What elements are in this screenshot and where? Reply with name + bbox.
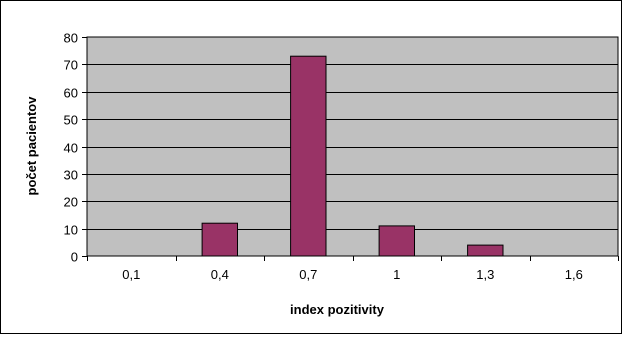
x-tick-label: 0,7 [299, 267, 317, 282]
y-tick-label: 80 [64, 31, 78, 46]
bar-0-7 [290, 55, 327, 257]
bar-1 [378, 225, 416, 257]
bars [201, 55, 504, 257]
tick-labels: 0 10 20 30 40 50 60 70 80 0,1 0,4 0,7 1 1,3 1,6 [64, 31, 583, 283]
y-tick-label: 0 [71, 250, 78, 265]
bar-0-4 [201, 222, 239, 257]
y-tick-label: 10 [64, 223, 78, 238]
y-tick-label: 50 [64, 113, 78, 128]
x-tick-label: 0,4 [211, 267, 229, 282]
y-tick-label: 30 [64, 168, 78, 183]
x-tick-label: 1,6 [565, 267, 583, 282]
y-tick-label: 20 [64, 195, 78, 210]
x-tick-label: 1 [393, 267, 400, 282]
x-axis-title: index pozitivity [290, 302, 385, 317]
plot-area [86, 36, 619, 257]
gridlines [87, 64, 618, 230]
y-tick-label: 60 [64, 86, 78, 101]
bar-1-3 [467, 244, 504, 257]
y-tick-label: 40 [64, 141, 78, 156]
y-tick-label: 70 [64, 58, 78, 73]
x-tick-label: 1,3 [476, 267, 494, 282]
x-tick-label: 0,1 [122, 267, 140, 282]
axes [82, 37, 619, 261]
y-axis-title: počet pacientov [24, 96, 39, 196]
